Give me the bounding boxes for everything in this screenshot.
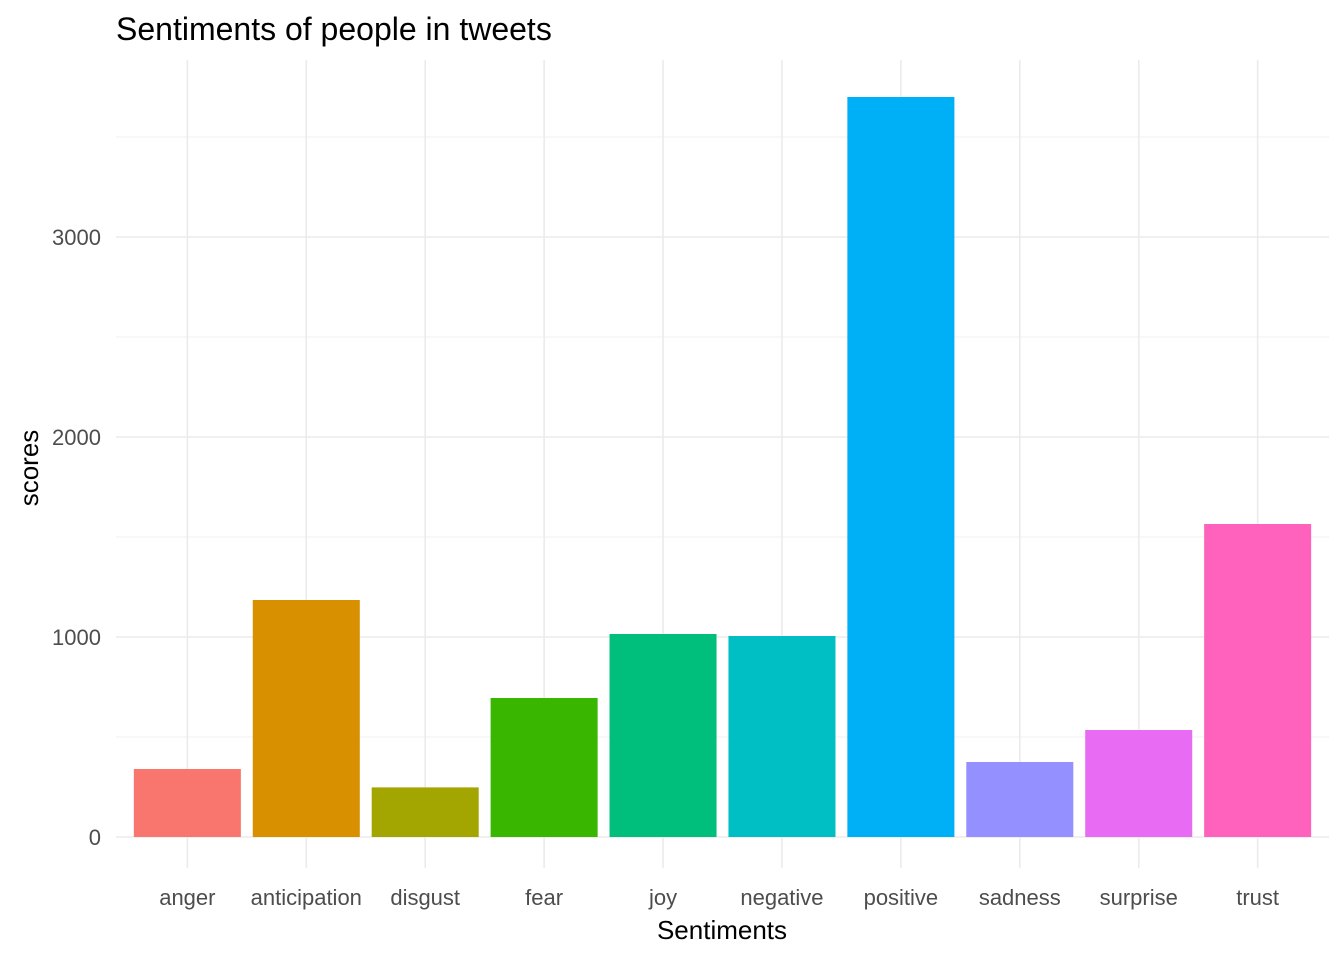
bar-fear [490,698,598,837]
x-tick-label: fear [525,885,563,910]
x-tick-label: sadness [979,885,1061,910]
x-tick-label: anger [159,885,215,910]
y-tick-label: 3000 [52,225,101,250]
bar-disgust [371,787,479,837]
x-tick-label: joy [648,885,677,910]
x-tick-label: negative [740,885,823,910]
x-tick-label: disgust [390,885,460,910]
x-tick-labels: anger anticipation disgust fear joy negative p… [159,885,1279,910]
bar-anger [133,769,241,837]
bars [133,97,1312,837]
x-tick-label: anticipation [251,885,362,910]
y-tick-label: 1000 [52,625,101,650]
y-tick-label: 0 [89,825,101,850]
bar-trust [1204,524,1312,837]
x-tick-label: surprise [1100,885,1178,910]
bar-positive [847,97,955,837]
y-tick-label: 2000 [52,425,101,450]
y-tick-labels: 0 1000 2000 3000 [52,225,101,850]
chart-title: Sentiments of people in tweets [116,11,552,47]
y-axis-title: scores [14,430,44,507]
x-axis-title: Sentiments [657,915,787,945]
bar-joy [609,634,717,837]
bar-surprise [1085,730,1193,837]
bar-negative [728,636,836,837]
bar-anticipation [252,600,360,837]
x-tick-label: trust [1236,885,1279,910]
x-tick-label: positive [864,885,939,910]
bar-sadness [966,762,1074,837]
